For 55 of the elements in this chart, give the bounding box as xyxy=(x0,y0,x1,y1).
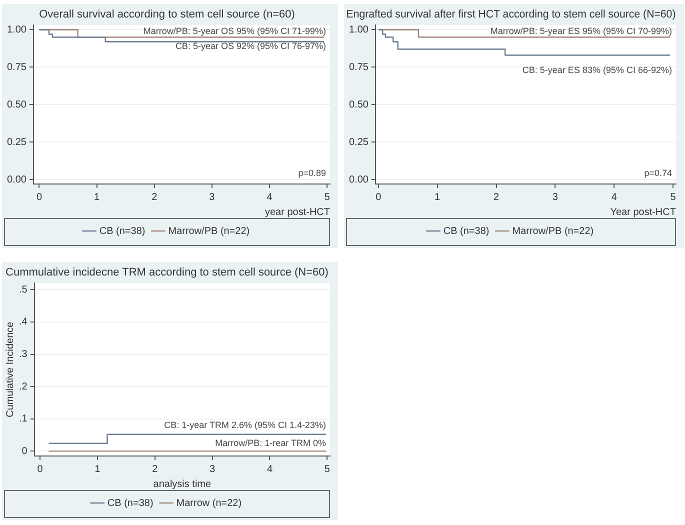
x-tick-label: 0 xyxy=(376,192,382,203)
y-tick-label: 0.25 xyxy=(6,136,27,148)
y-tick-label: 0.25 xyxy=(348,136,369,148)
annotation: p=0.74 xyxy=(644,168,672,178)
x-tick-label: 3 xyxy=(552,192,558,203)
annotation: p=0.89 xyxy=(298,168,326,178)
chart-title: Cummulative incidecne TRM according to stem cell source (N=60) xyxy=(6,266,328,279)
y-tick-label: .5 xyxy=(18,284,28,296)
annotation: CB: 5-year ES 83% (95% CI 66-92%) xyxy=(522,65,672,76)
y-tick-label: .4 xyxy=(18,316,28,328)
x-axis-title: Year post-HCT xyxy=(610,206,676,218)
y-tick-label: 0.75 xyxy=(348,62,369,73)
legend-label: Marrow/PB (n=22) xyxy=(512,226,594,237)
x-tick-label: 2 xyxy=(152,464,158,475)
x-tick-label: 2 xyxy=(152,192,158,203)
x-tick-label: 4 xyxy=(266,192,273,203)
annotation: CB: 1-year TRM 2.6% (95% CI 1.4-23%) xyxy=(164,420,326,430)
x-tick-label: 2 xyxy=(493,192,500,203)
y-tick-label: 0.75 xyxy=(6,62,27,73)
legend-label: CB (n=38) xyxy=(443,226,490,237)
x-tick-label: 4 xyxy=(611,192,618,203)
x-tick-label: 3 xyxy=(209,192,216,203)
x-tick-label: 5 xyxy=(324,464,330,475)
x-axis-title: analysis time xyxy=(153,478,212,490)
annotation: Marrow/PB: 5-year OS 95% (95% CI 71-99%) xyxy=(143,26,326,36)
chart-title: Overall survival according to stem cell source (n=60) xyxy=(39,8,295,21)
legend-label: Marrow/PB (n=22) xyxy=(168,226,250,237)
x-tick-label: 1 xyxy=(434,192,441,203)
y-tick-label: 1.00 xyxy=(6,24,27,36)
x-tick-label: 5 xyxy=(670,192,676,203)
y-tick-label: 0.50 xyxy=(6,99,27,110)
y-tick-label: .2 xyxy=(18,381,28,392)
annotation: Marrow/PB: 1-rear TRM 0% xyxy=(215,438,326,448)
y-tick-label: 0.50 xyxy=(348,99,369,110)
x-tick-label: 5 xyxy=(324,192,330,203)
x-tick-label: 4 xyxy=(266,464,273,475)
y-tick-label: 0 xyxy=(22,446,28,457)
x-tick-label: 1 xyxy=(94,192,100,203)
y-tick-label: .3 xyxy=(18,349,28,360)
x-axis-title: year post-HCT xyxy=(264,206,330,218)
legend-label: CB (n=38) xyxy=(107,498,154,509)
x-tick-label: 1 xyxy=(94,464,101,475)
y-axis-title: Cumulative Incidence xyxy=(4,321,16,418)
legend-label: Marrow (n=22) xyxy=(176,498,242,509)
annotation: CB: 5-year OS 92% (95% CI 76-97%) xyxy=(175,41,326,52)
y-tick-label: .1 xyxy=(18,414,28,425)
y-tick-label: 0.00 xyxy=(6,174,27,186)
chart-title: Engrafted survival after first HCT according to stem cell source (N=60) xyxy=(346,8,676,21)
legend-label: CB (n=38) xyxy=(99,226,146,237)
y-tick-label: 1.00 xyxy=(348,24,369,36)
y-tick-label: 0.00 xyxy=(348,174,369,186)
x-tick-label: 3 xyxy=(210,464,216,475)
annotation: Marrow/PB: 5-year ES 95% (95% CI 70-99%) xyxy=(490,26,672,36)
x-tick-label: 0 xyxy=(36,192,42,203)
x-tick-label: 0 xyxy=(37,464,44,475)
